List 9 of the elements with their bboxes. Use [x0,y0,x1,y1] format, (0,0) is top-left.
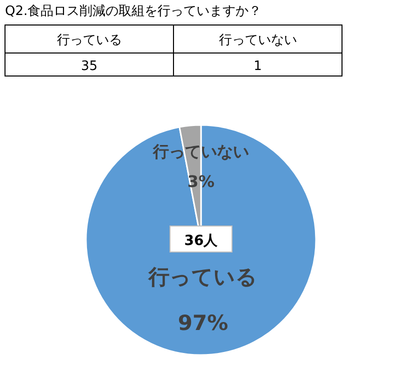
text: 35 [80,59,98,74]
slice-label: 行っている [56,33,122,48]
slice-label: 行っている [148,265,258,289]
text: 1 [254,59,262,74]
note: 36人 [170,226,232,252]
chart-title: Q2.食品ロス削減の取組を行っていますか？ [5,4,262,19]
category-label: 行っていない [218,33,297,48]
data-label: 97% [178,311,228,335]
slice-label: 行っていない [152,142,249,161]
